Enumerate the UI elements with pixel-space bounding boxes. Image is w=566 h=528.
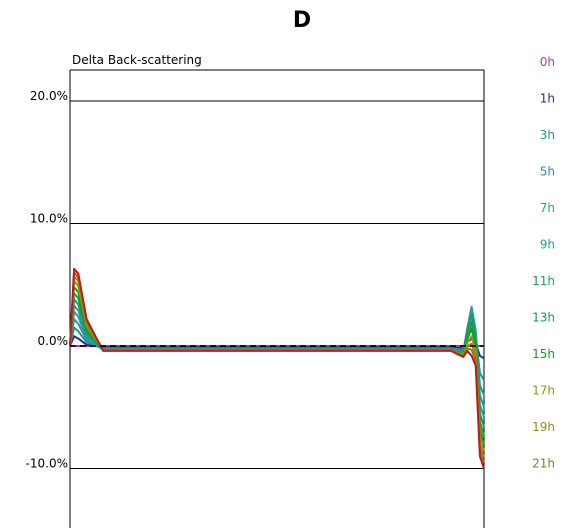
y-axis-label: Delta Back-scattering [72, 53, 202, 67]
series-line-19h [69, 275, 485, 458]
series-line-9h [69, 304, 485, 418]
series-line-7h [69, 305, 485, 408]
legend-entry-1h: 1h [540, 92, 555, 106]
legend-entry-17h: 17h [532, 384, 555, 398]
legend-entry-0h: 0h [540, 55, 555, 69]
series-line-11h [69, 298, 485, 428]
series-line-series-13 [69, 267, 485, 469]
legend: 0h 1h 3h 5h 7h 9h 11h 13h 15h 17h 19h 21h [532, 55, 555, 471]
y-tick-label: 0.0% [38, 334, 69, 348]
y-tick-label: -10.0% [26, 457, 68, 471]
legend-entry-15h: 15h [532, 347, 555, 361]
plot-area: 20.0% 10.0% 0.0% -10.0% [26, 69, 485, 528]
legend-entry-19h: 19h [532, 420, 555, 434]
y-tick-label: 10.0% [30, 212, 68, 226]
series-line-5h [69, 313, 485, 396]
series-line-15h [69, 286, 485, 445]
legend-entry-7h: 7h [540, 201, 555, 215]
series-line-21h [69, 271, 485, 463]
series-line-17h [69, 280, 485, 452]
legend-entry-13h: 13h [532, 311, 555, 325]
legend-entry-5h: 5h [540, 165, 555, 179]
legend-entry-11h: 11h [532, 274, 555, 288]
legend-entry-21h: 21h [532, 457, 555, 471]
series-line-1h [69, 335, 485, 360]
legend-entry-9h: 9h [540, 238, 555, 252]
chart-title: D [293, 8, 311, 33]
y-tick-label: 20.0% [30, 89, 68, 103]
legend-entry-3h: 3h [540, 128, 555, 142]
series-line-3h [69, 322, 485, 381]
series-line-13h [69, 292, 485, 436]
